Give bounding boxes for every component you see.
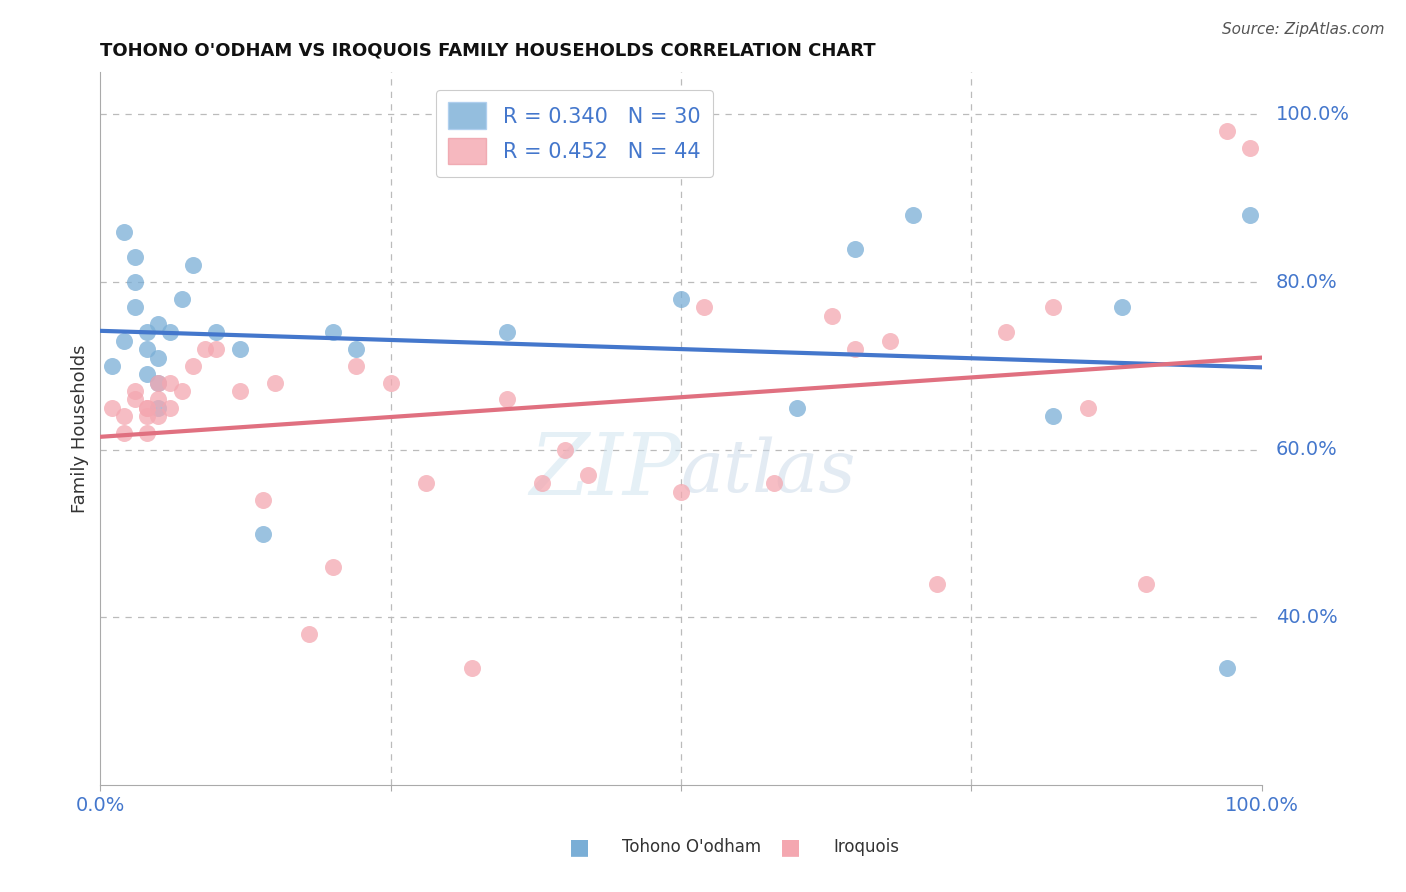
Point bbox=[159, 376, 181, 390]
Text: Source: ZipAtlas.com: Source: ZipAtlas.com bbox=[1222, 22, 1385, 37]
Point bbox=[1076, 401, 1098, 415]
Point bbox=[554, 442, 576, 457]
Point bbox=[124, 300, 146, 314]
Point bbox=[148, 392, 170, 407]
Point bbox=[228, 384, 250, 398]
Point bbox=[844, 342, 866, 356]
Point bbox=[135, 326, 157, 340]
Point bbox=[879, 334, 901, 348]
Point bbox=[693, 300, 716, 314]
Point bbox=[252, 526, 274, 541]
Point bbox=[135, 368, 157, 382]
Point bbox=[112, 334, 135, 348]
Point bbox=[322, 326, 344, 340]
Point bbox=[135, 401, 157, 415]
Point bbox=[530, 476, 553, 491]
Point bbox=[170, 384, 193, 398]
Text: 80.0%: 80.0% bbox=[1275, 273, 1337, 292]
Text: ■: ■ bbox=[569, 838, 591, 857]
Point bbox=[170, 292, 193, 306]
Point bbox=[124, 275, 146, 289]
Point bbox=[124, 250, 146, 264]
Point bbox=[415, 476, 437, 491]
Point bbox=[1042, 409, 1064, 424]
Point bbox=[1239, 208, 1261, 222]
Point bbox=[1135, 577, 1157, 591]
Point bbox=[995, 326, 1018, 340]
Point bbox=[101, 401, 124, 415]
Point bbox=[1239, 141, 1261, 155]
Text: ■: ■ bbox=[780, 838, 801, 857]
Point bbox=[1111, 300, 1133, 314]
Point bbox=[576, 467, 599, 482]
Point bbox=[101, 359, 124, 373]
Point bbox=[148, 317, 170, 331]
Point bbox=[669, 292, 692, 306]
Point bbox=[205, 342, 228, 356]
Point bbox=[844, 242, 866, 256]
Point bbox=[194, 342, 217, 356]
Point bbox=[252, 493, 274, 508]
Point bbox=[762, 476, 785, 491]
Point bbox=[1042, 300, 1064, 314]
Point bbox=[159, 401, 181, 415]
Point bbox=[159, 326, 181, 340]
Point bbox=[148, 401, 170, 415]
Point bbox=[148, 376, 170, 390]
Point bbox=[344, 359, 367, 373]
Point bbox=[925, 577, 948, 591]
Text: 60.0%: 60.0% bbox=[1275, 441, 1337, 459]
Legend: R = 0.340   N = 30, R = 0.452   N = 44: R = 0.340 N = 30, R = 0.452 N = 44 bbox=[436, 90, 713, 177]
Point bbox=[148, 409, 170, 424]
Text: Iroquois: Iroquois bbox=[832, 838, 898, 856]
Point bbox=[181, 258, 204, 272]
Point bbox=[461, 661, 484, 675]
Text: 100.0%: 100.0% bbox=[1275, 105, 1350, 124]
Point bbox=[1216, 661, 1239, 675]
Point bbox=[298, 627, 321, 641]
Point bbox=[1216, 124, 1239, 138]
Text: 40.0%: 40.0% bbox=[1275, 608, 1337, 627]
Point bbox=[135, 425, 157, 440]
Y-axis label: Family Households: Family Households bbox=[72, 344, 89, 513]
Point bbox=[495, 392, 517, 407]
Text: ZIP: ZIP bbox=[529, 430, 681, 513]
Point bbox=[148, 351, 170, 365]
Point bbox=[380, 376, 402, 390]
Point bbox=[135, 409, 157, 424]
Point bbox=[344, 342, 367, 356]
Point bbox=[495, 326, 517, 340]
Point bbox=[786, 401, 808, 415]
Point bbox=[181, 359, 204, 373]
Point bbox=[228, 342, 250, 356]
Text: TOHONO O'ODHAM VS IROQUOIS FAMILY HOUSEHOLDS CORRELATION CHART: TOHONO O'ODHAM VS IROQUOIS FAMILY HOUSEH… bbox=[100, 42, 876, 60]
Point bbox=[263, 376, 285, 390]
Point bbox=[124, 392, 146, 407]
Point bbox=[148, 376, 170, 390]
Point bbox=[205, 326, 228, 340]
Text: atlas: atlas bbox=[681, 436, 856, 507]
Point bbox=[124, 384, 146, 398]
Text: Tohono O'odham: Tohono O'odham bbox=[621, 838, 761, 856]
Point bbox=[135, 401, 157, 415]
Point bbox=[821, 309, 844, 323]
Point bbox=[112, 425, 135, 440]
Point bbox=[112, 409, 135, 424]
Point bbox=[669, 484, 692, 499]
Point bbox=[903, 208, 925, 222]
Point bbox=[135, 342, 157, 356]
Point bbox=[112, 225, 135, 239]
Point bbox=[322, 560, 344, 574]
